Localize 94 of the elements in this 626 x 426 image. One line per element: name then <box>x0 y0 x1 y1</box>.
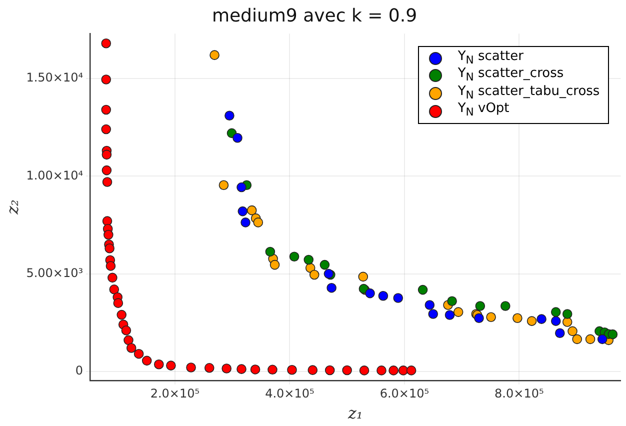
point <box>406 366 416 376</box>
point <box>104 244 114 254</box>
point <box>550 316 561 326</box>
point <box>268 364 278 375</box>
point <box>526 316 537 326</box>
point <box>126 343 136 353</box>
point <box>475 301 486 311</box>
point <box>102 177 112 187</box>
point <box>109 284 120 294</box>
point <box>444 310 455 320</box>
point <box>597 334 608 344</box>
point <box>309 270 320 280</box>
point <box>326 282 336 293</box>
point <box>358 272 368 282</box>
point <box>236 364 246 374</box>
point <box>104 230 114 240</box>
legend-label: Y$_{N}$ vOpt <box>458 101 510 120</box>
point <box>102 150 112 160</box>
point <box>222 364 232 374</box>
y-axis-title: z₂ <box>2 200 22 216</box>
point <box>536 314 546 324</box>
point <box>562 309 572 319</box>
point <box>124 335 134 346</box>
point <box>324 365 335 376</box>
point <box>253 218 264 228</box>
point <box>486 312 496 322</box>
point <box>218 180 229 190</box>
point <box>186 362 196 372</box>
point <box>204 363 214 373</box>
x-tick-label: 8.0×10⁵ <box>494 386 544 401</box>
x-tick-label: 6.0×10⁵ <box>380 386 430 401</box>
point <box>270 260 280 270</box>
y-tick-label: 1.00×10⁴ <box>26 168 84 182</box>
point <box>308 365 318 375</box>
point <box>246 205 257 216</box>
x-tick-label: 4.0×10⁵ <box>265 386 314 401</box>
y-tick-label: 5.00×10³ <box>26 266 84 280</box>
point <box>250 364 260 374</box>
point <box>240 218 250 228</box>
point <box>393 293 404 303</box>
point <box>113 298 124 308</box>
point <box>562 317 572 327</box>
point <box>106 261 116 271</box>
point <box>585 334 596 344</box>
point <box>572 334 582 344</box>
x-axis-title: z₁ <box>346 404 363 423</box>
point <box>359 366 370 376</box>
point <box>376 366 386 376</box>
point <box>236 182 246 192</box>
legend-label: Y$_{N}$ scatter <box>458 48 524 68</box>
point <box>116 310 127 320</box>
point <box>102 165 112 176</box>
chart-title: medium9 avec k = 0.9 <box>212 5 418 26</box>
point <box>342 365 352 376</box>
point <box>166 360 176 370</box>
point <box>232 132 242 143</box>
point <box>287 364 297 375</box>
point <box>398 366 408 376</box>
y-tick-label: 0 <box>75 364 84 378</box>
point <box>108 272 118 283</box>
point <box>101 124 112 134</box>
point <box>500 301 510 311</box>
point <box>101 74 112 84</box>
point <box>424 300 435 310</box>
point <box>210 50 220 60</box>
point <box>428 309 438 319</box>
point <box>142 356 152 366</box>
point <box>101 104 112 115</box>
point <box>224 110 234 121</box>
point <box>154 359 164 370</box>
y-tick-label: 1.50×10⁴ <box>26 70 84 85</box>
point <box>378 290 388 301</box>
point <box>320 260 330 270</box>
point <box>289 252 300 262</box>
point <box>608 329 618 340</box>
point <box>418 284 428 295</box>
point <box>265 246 276 257</box>
point <box>447 296 457 306</box>
point <box>554 328 565 338</box>
point <box>388 366 398 376</box>
point <box>304 254 314 265</box>
legend-label: Y$_{N}$ scatter_tabu_cross <box>458 84 600 102</box>
point <box>474 313 484 324</box>
point <box>550 307 561 317</box>
point <box>568 326 578 336</box>
point <box>101 38 112 48</box>
point <box>365 288 375 298</box>
point <box>512 313 522 324</box>
point <box>134 348 144 359</box>
legend-label: Y$_{N}$ scatter_cross <box>458 66 564 85</box>
x-tick-label: 2.0×10⁵ <box>150 386 200 401</box>
point <box>453 307 464 317</box>
point <box>238 206 248 216</box>
point <box>121 326 132 336</box>
